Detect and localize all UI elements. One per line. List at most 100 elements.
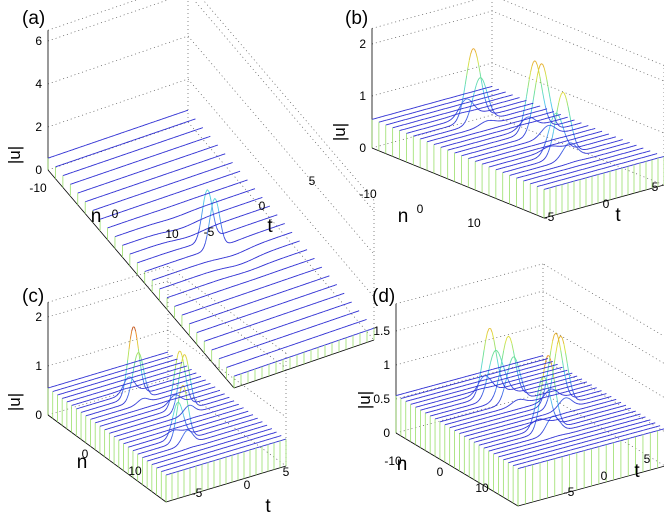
surface-segment	[182, 280, 185, 282]
surface-segment	[510, 136, 513, 138]
surface-segment	[237, 317, 239, 320]
surface-segment	[164, 185, 166, 187]
surface-segment	[259, 298, 262, 301]
surface-segment	[192, 321, 195, 324]
surface-segment	[235, 374, 238, 377]
surface-segment	[180, 214, 183, 216]
surface-segment	[180, 269, 182, 272]
surface-segment	[186, 225, 188, 227]
surface-segment	[238, 263, 241, 266]
surface	[47, 326, 287, 476]
surface-segment	[580, 150, 582, 153]
surface-segment	[170, 272, 173, 275]
surface-segment	[270, 340, 273, 342]
surface-segment	[327, 320, 330, 322]
surface-segment	[216, 336, 219, 338]
surface-segment	[279, 280, 282, 282]
surface-segment	[132, 195, 135, 198]
surface-segment	[526, 125, 529, 130]
surface-segment	[213, 325, 216, 328]
surface-segment	[145, 247, 148, 250]
surface-segment	[341, 315, 344, 318]
surface-segment	[166, 251, 169, 254]
surface-segment	[462, 123, 465, 126]
surface-segment	[319, 345, 322, 348]
surface-segment	[239, 193, 242, 195]
surface-segment	[223, 311, 226, 313]
surface-segment	[141, 203, 144, 206]
surface-segment	[197, 263, 199, 266]
surface-segment	[202, 284, 205, 286]
surface-segment	[310, 281, 313, 283]
surface-segment	[542, 64, 545, 68]
surface-segment	[544, 126, 546, 129]
surface-segment	[224, 186, 226, 189]
surface-segment	[199, 139, 202, 141]
surface-segment	[236, 329, 239, 331]
surface-segment	[134, 251, 137, 253]
surface-segment	[271, 249, 274, 252]
surface-segment	[484, 120, 486, 123]
surface-segment	[199, 285, 202, 287]
surface-segment	[137, 137, 140, 140]
surface-segment	[270, 283, 273, 286]
surface-segment	[203, 242, 206, 248]
surface-segment	[133, 172, 136, 175]
surface-segment	[554, 112, 557, 115]
surface-segment	[267, 318, 270, 320]
surface-segment	[534, 118, 536, 121]
surface-segment	[511, 135, 514, 138]
surface-segment	[166, 116, 168, 119]
surface-segment	[191, 299, 194, 301]
surface-segment	[204, 272, 207, 275]
surface-segment	[474, 49, 477, 53]
surface-segment	[212, 168, 215, 170]
surface-segment	[205, 148, 208, 150]
surface-segment	[235, 253, 238, 255]
surface-segment	[149, 246, 152, 248]
surface-segment	[216, 223, 219, 225]
surface-segment	[257, 243, 260, 245]
surface-segment	[203, 217, 206, 219]
surface-segment	[214, 156, 217, 158]
surface-segment	[266, 364, 269, 366]
t-tick-label: 0	[259, 199, 266, 213]
surface-segment	[205, 204, 207, 207]
surface-segment	[171, 261, 173, 263]
surface-segment	[233, 341, 236, 343]
surface-segment	[233, 240, 236, 243]
surface-segment	[192, 254, 195, 256]
surface-segment	[248, 291, 251, 293]
surface-segment	[167, 262, 170, 264]
surface-segment	[316, 324, 319, 326]
surface-segment	[158, 119, 161, 121]
surface-segment	[141, 215, 144, 217]
surface-segment	[221, 165, 224, 167]
surface-segment	[561, 150, 564, 153]
surface-segment	[177, 191, 180, 193]
surface-segment	[524, 117, 527, 119]
surface-segment	[214, 213, 216, 215]
surface-segment	[233, 285, 236, 287]
surface-segment	[163, 151, 166, 153]
surface-segment	[144, 270, 147, 272]
surface-segment	[543, 98, 546, 106]
surface-segment	[230, 162, 233, 164]
surface-segment	[237, 339, 240, 342]
surface-segment	[188, 187, 191, 190]
surface-segment	[131, 196, 134, 198]
surface-segment	[121, 233, 123, 235]
surface-segment	[131, 128, 134, 130]
surface-segment	[196, 232, 199, 234]
surface-segment	[246, 303, 249, 305]
surface-segment	[228, 196, 231, 199]
surface-segment	[223, 198, 226, 200]
surface-segment	[159, 130, 162, 132]
surface-segment	[91, 153, 93, 156]
surface-segment	[259, 231, 262, 233]
surface-segment	[283, 223, 285, 225]
surface-segment	[185, 132, 188, 134]
surface-segment	[253, 278, 256, 280]
